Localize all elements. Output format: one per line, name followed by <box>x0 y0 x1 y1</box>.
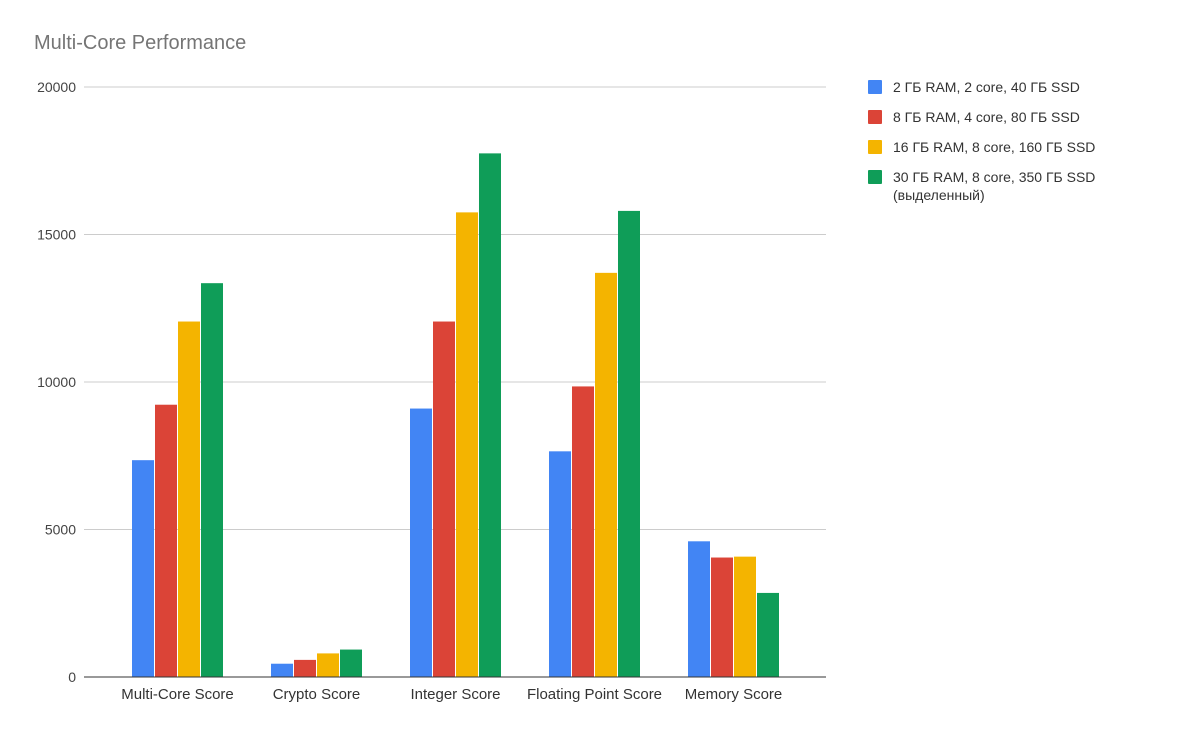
bar-3-3 <box>618 210 640 677</box>
bar-3-0 <box>549 451 571 677</box>
bar-1-0 <box>271 663 293 677</box>
bar-2-0 <box>410 408 432 677</box>
bar-0-2 <box>178 321 200 677</box>
y-tick-label: 5000 <box>45 522 76 538</box>
legend-label: 2 ГБ RAM, 2 core, 40 ГБ SSD <box>893 79 1080 95</box>
bar-4-0 <box>688 541 710 677</box>
x-category-label: Floating Point Score <box>527 686 662 703</box>
bar-1-3 <box>340 649 362 677</box>
bar-0-1 <box>155 404 177 677</box>
bar-3-1 <box>572 386 594 677</box>
y-tick-label: 10000 <box>37 374 76 390</box>
y-tick-label: 15000 <box>37 227 76 243</box>
y-tick-label: 0 <box>68 669 76 685</box>
y-tick-label: 20000 <box>37 79 76 95</box>
legend-swatch <box>868 140 882 154</box>
bar-0-0 <box>132 460 154 677</box>
bar-2-1 <box>433 321 455 677</box>
x-category-label: Multi-Core Score <box>121 686 234 703</box>
legend-label: 30 ГБ RAM, 8 core, 350 ГБ SSD <box>893 169 1095 185</box>
bar-1-1 <box>294 659 316 677</box>
chart-title: Multi-Core Performance <box>34 32 246 54</box>
bars <box>132 153 779 677</box>
legend-swatch <box>868 80 882 94</box>
x-category-label: Crypto Score <box>273 686 361 703</box>
bar-3-2 <box>595 272 617 677</box>
bar-4-2 <box>734 556 756 677</box>
bar-2-2 <box>456 212 478 677</box>
legend-swatch <box>868 170 882 184</box>
bar-1-2 <box>317 653 339 677</box>
legend-swatch <box>868 110 882 124</box>
axes: 0 5000 10000 15000 20000 Multi-Core Score Cryp… <box>37 79 826 703</box>
legend-label: 8 ГБ RAM, 4 core, 80 ГБ SSD <box>893 109 1080 125</box>
x-category-label: Integer Score <box>410 686 500 703</box>
legend-label: 16 ГБ RAM, 8 core, 160 ГБ SSD <box>893 139 1095 155</box>
bar-0-3 <box>201 283 223 677</box>
legend: 2 ГБ RAM, 2 core, 40 ГБ SSD 8 ГБ RAM, 4 c… <box>868 79 1095 203</box>
bar-4-3 <box>757 592 779 677</box>
bar-4-1 <box>711 557 733 677</box>
bar-2-3 <box>479 153 501 677</box>
legend-label-line2: (выделенный) <box>893 187 985 203</box>
x-category-label: Memory Score <box>685 686 783 703</box>
